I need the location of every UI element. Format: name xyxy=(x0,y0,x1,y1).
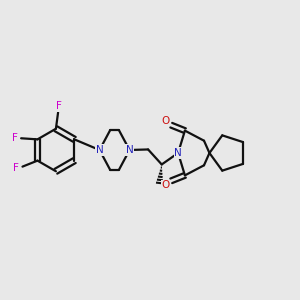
Text: N: N xyxy=(96,145,104,155)
Text: F: F xyxy=(56,101,61,111)
Text: F: F xyxy=(12,133,17,143)
Text: O: O xyxy=(162,116,170,126)
Text: F: F xyxy=(13,163,19,173)
Text: N: N xyxy=(126,145,134,155)
Text: N: N xyxy=(174,148,182,158)
Text: O: O xyxy=(162,180,170,190)
